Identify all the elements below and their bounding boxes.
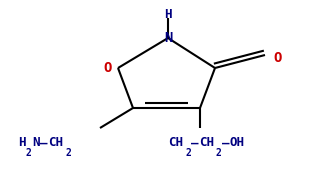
Text: OH: OH bbox=[230, 136, 245, 149]
Text: 2: 2 bbox=[26, 148, 32, 158]
Text: CH: CH bbox=[48, 136, 63, 149]
Text: CH: CH bbox=[168, 136, 183, 149]
Text: CH: CH bbox=[199, 136, 214, 149]
Text: 2: 2 bbox=[185, 148, 191, 158]
Text: N: N bbox=[164, 31, 172, 45]
Text: H: H bbox=[164, 7, 172, 20]
Text: N: N bbox=[32, 136, 39, 149]
Text: H: H bbox=[18, 136, 25, 149]
Text: O: O bbox=[274, 51, 282, 65]
Text: O: O bbox=[104, 61, 112, 75]
Text: 2: 2 bbox=[216, 148, 222, 158]
Text: —: — bbox=[40, 136, 48, 149]
Text: —: — bbox=[191, 136, 199, 149]
Text: 2: 2 bbox=[65, 148, 71, 158]
Text: —: — bbox=[222, 136, 229, 149]
